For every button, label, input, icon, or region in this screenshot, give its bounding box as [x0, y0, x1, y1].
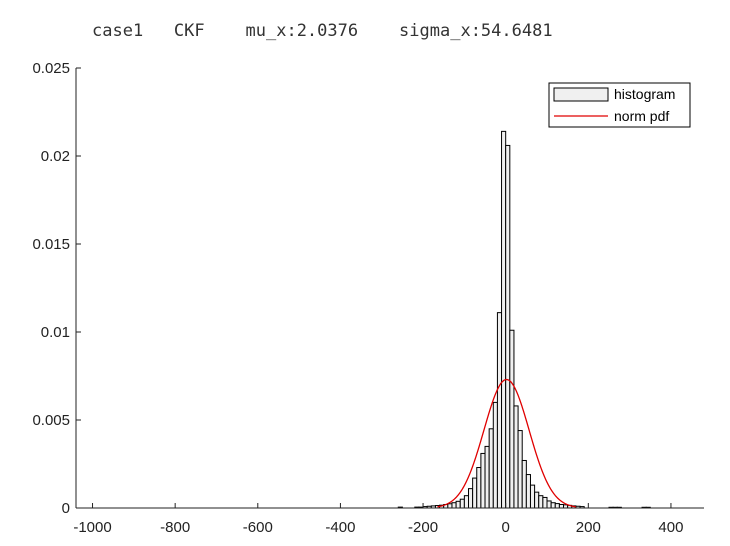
- x-tick-label: -200: [408, 519, 438, 536]
- y-tick-label: 0: [62, 500, 70, 517]
- histogram-bar: [558, 503, 565, 509]
- histogram-bar: [492, 401, 498, 509]
- x-tick-label: -800: [160, 519, 190, 536]
- histogram-bar: [546, 500, 552, 509]
- histogram-bar: [459, 498, 465, 509]
- x-tick-label: 0: [502, 519, 510, 536]
- legend-histogram-label: histogram: [614, 86, 675, 102]
- histogram-bar: [501, 130, 507, 509]
- x-tick-label: -400: [325, 519, 355, 536]
- histogram-bar: [550, 502, 556, 509]
- histogram-bar: [496, 312, 503, 509]
- histogram-bar: [517, 430, 523, 509]
- histogram-bar: [451, 502, 457, 509]
- histogram-bar: [525, 474, 531, 509]
- histogram-bar: [463, 495, 469, 509]
- histogram-bar: [468, 488, 474, 509]
- histogram-bar: [505, 144, 511, 509]
- histogram-bar: [455, 500, 461, 509]
- histogram-bar: [529, 484, 536, 509]
- x-tick-label: 200: [576, 519, 601, 536]
- histogram-bar: [509, 329, 515, 509]
- histogram-bar: [472, 477, 478, 509]
- histogram-bar: [513, 405, 519, 509]
- histogram-bar: [480, 452, 486, 509]
- y-tick-label: 0.005: [32, 412, 70, 429]
- histogram-bar: [476, 467, 482, 509]
- axes: -1000 -800 -600 -400 -200 0 200 400 0 0.005 0.01 0.…: [32, 60, 704, 536]
- chart-title: case1 CKF mu_x:2.0376 sigma_x:54.6481: [92, 21, 553, 41]
- x-tick-label: -1000: [73, 519, 111, 536]
- y-tick-label: 0.025: [32, 60, 70, 77]
- legend-histogram-swatch: [553, 87, 609, 102]
- histogram-bar: [484, 445, 490, 509]
- legend: histogram norm pdf: [548, 82, 691, 128]
- histogram-bar: [488, 428, 494, 509]
- legend-norm-pdf-label: norm pdf: [614, 108, 669, 124]
- y-tick-label: 0.02: [41, 148, 70, 165]
- x-tick-label: -600: [243, 519, 273, 536]
- norm-pdf-line: [437, 378, 577, 508]
- y-tick-label: 0.015: [32, 236, 70, 253]
- histogram-bar: [538, 495, 544, 509]
- histogram-bar: [447, 503, 453, 509]
- histogram-bar: [542, 496, 548, 509]
- histogram-bar: [554, 503, 560, 509]
- x-tick-label: 400: [658, 519, 683, 536]
- y-tick-label: 0.01: [41, 324, 70, 341]
- histogram-bar: [534, 491, 540, 509]
- histogram-bars: [397, 130, 651, 509]
- histogram-bar: [521, 459, 527, 509]
